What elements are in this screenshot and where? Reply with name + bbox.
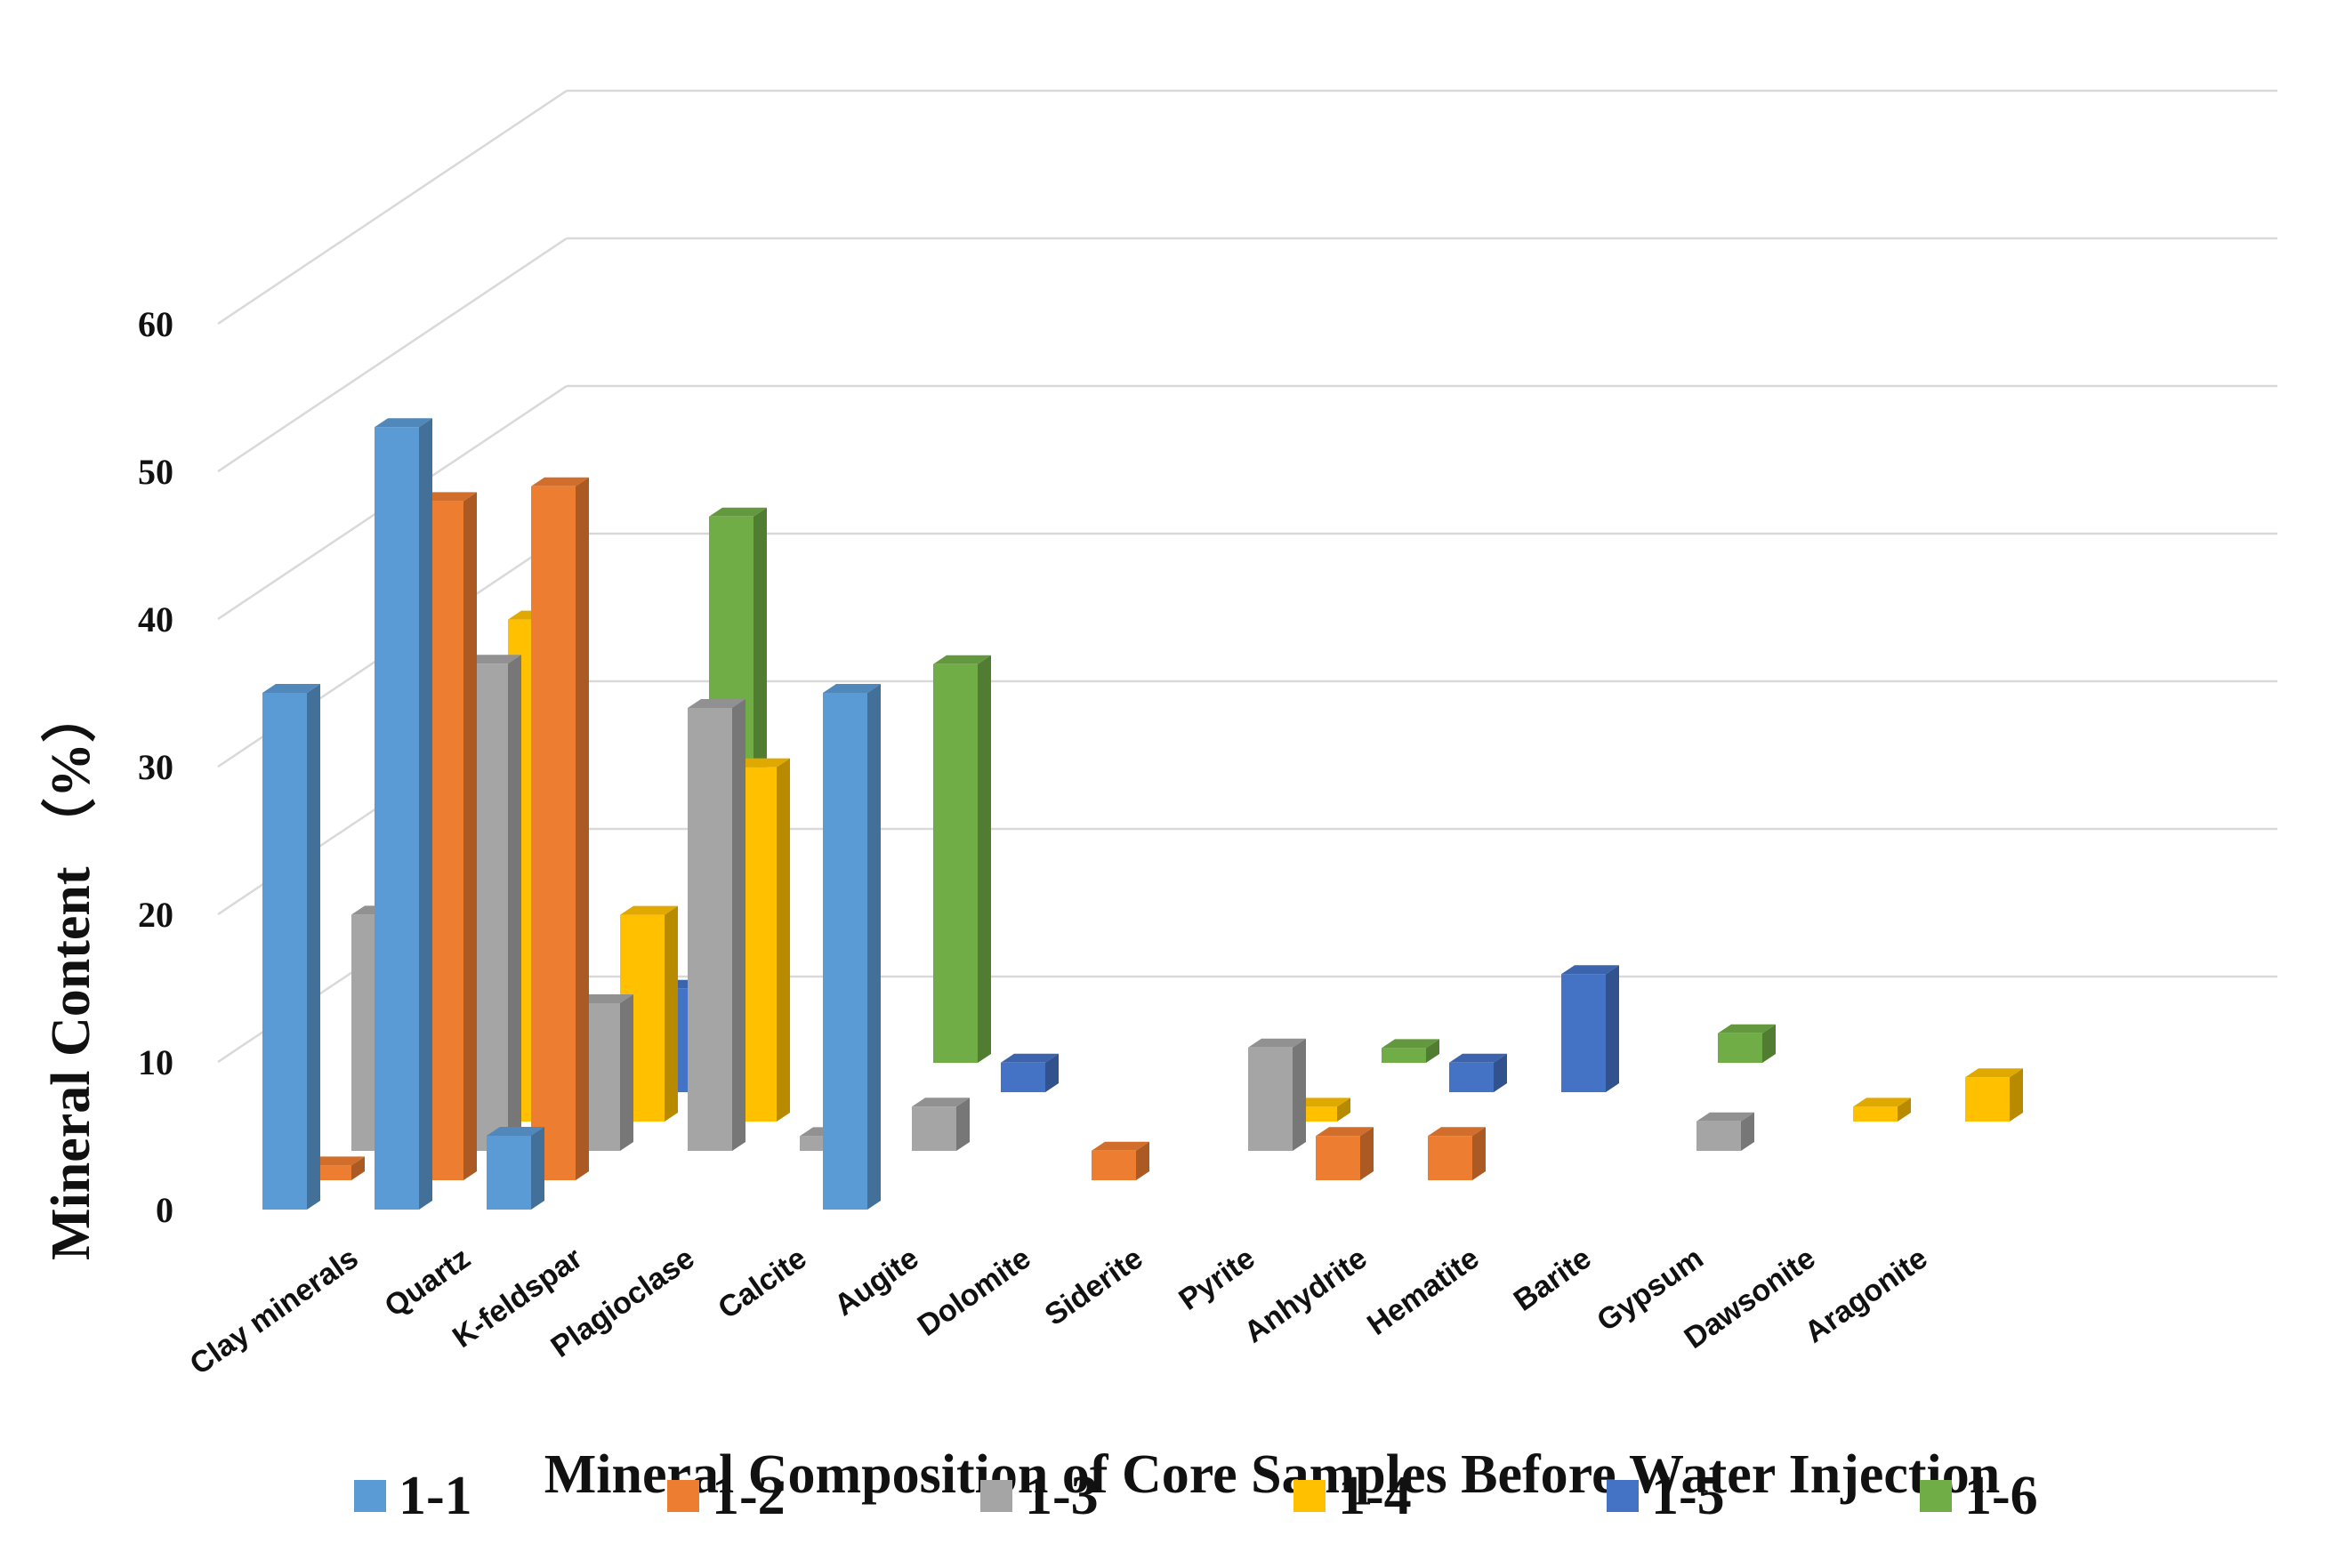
y-tick-label: 50: [138, 452, 173, 492]
legend-swatch: [667, 1480, 699, 1512]
bar-1-6-calcite: [933, 655, 991, 1063]
y-axis-ticks: 0 10 20 30 40 50 60: [138, 304, 173, 1230]
bar-1-1-k-feldspar: [487, 1127, 544, 1210]
legend-item-1-3: 1-3: [980, 1466, 1099, 1526]
chart-bars: [262, 418, 2023, 1210]
x-tick-label: Aragonite: [1799, 1241, 1934, 1349]
y-tick-label: 30: [138, 747, 173, 787]
bar-1-1-clay-minerals: [262, 684, 320, 1210]
x-tick-label: Anhydrite: [1238, 1241, 1374, 1349]
y-tick-label: 40: [138, 599, 173, 639]
y-tick-label: 20: [138, 895, 173, 935]
x-tick-label: Dolomite: [912, 1241, 1037, 1343]
x-axis-ticks: Clay minerals QuartzK-feldsparPlagioclase…: [184, 1241, 1934, 1381]
legend-item-1-6: 1-6: [1920, 1466, 2038, 1526]
x-tick-label: Calcite: [712, 1241, 812, 1325]
bar-1-6-pyrite: [1382, 1039, 1439, 1063]
x-tick-label: Clay minerals: [184, 1241, 365, 1381]
bar-1-5-anhydrite: [1449, 1053, 1507, 1092]
y-tick-label: 0: [156, 1190, 173, 1230]
bar-1-5-hematite: [1561, 965, 1619, 1092]
bar-1-5-augite: [1001, 1053, 1059, 1092]
legend-label: 1-4: [1338, 1466, 1412, 1526]
legend-item-1-4: 1-4: [1293, 1466, 1412, 1526]
x-tick-label: Pyrite: [1173, 1241, 1261, 1316]
bar-1-2-siderite: [1092, 1141, 1149, 1180]
legend-item-1-5: 1-5: [1607, 1466, 1725, 1526]
bar-1-1-augite: [823, 684, 881, 1210]
legend-item-1-2: 1-2: [667, 1466, 786, 1526]
x-tick-label: Quartz: [379, 1241, 477, 1323]
legend-swatch: [1920, 1480, 1952, 1512]
legend-swatch: [354, 1480, 386, 1512]
legend-label: 1-6: [1964, 1466, 2038, 1526]
legend-label: 1-3: [1025, 1466, 1099, 1526]
bar-1-2-k-feldspar: [531, 477, 589, 1180]
gridline-side: [217, 237, 568, 473]
gridline-side: [217, 89, 568, 326]
bar-1-2-hematite: [1428, 1127, 1486, 1180]
chart-legend: 1-1 1-2 1-3 1-4 1-5 1-6: [354, 1466, 2038, 1526]
bar-1-6-barite: [1718, 1024, 1776, 1063]
y-axis-label: Mineral Content （%）: [39, 688, 101, 1260]
legend-label: 1-1: [399, 1466, 472, 1526]
x-tick-label: Augite: [828, 1241, 924, 1323]
legend-label: 1-2: [712, 1466, 786, 1526]
bar-1-3-plagioclase: [688, 699, 745, 1151]
legend-swatch: [980, 1480, 1012, 1512]
bar-1-1-quartz: [375, 418, 432, 1210]
bar-1-3-gypsum: [1696, 1112, 1754, 1151]
y-tick-label: 10: [138, 1042, 173, 1082]
x-axis-label: Mineral Composition of Core Samples Befo…: [544, 1444, 2001, 1505]
legend-label: 1-5: [1651, 1466, 1725, 1526]
bar-1-4-dawsonite: [1853, 1098, 1911, 1122]
x-tick-label: Barite: [1508, 1241, 1598, 1317]
legend-item-1-1: 1-1: [354, 1466, 472, 1526]
bar-1-3-augite: [912, 1098, 970, 1151]
legend-swatch: [1293, 1480, 1326, 1512]
x-tick-label: Siderite: [1039, 1241, 1149, 1332]
y-tick-label: 60: [138, 304, 173, 344]
x-tick-label: Hematite: [1361, 1241, 1485, 1341]
bar-1-2-anhydrite: [1316, 1127, 1374, 1180]
legend-swatch: [1607, 1480, 1639, 1512]
bar-1-4-aragonite: [1965, 1068, 2023, 1122]
bar-1-3-pyrite: [1248, 1038, 1306, 1151]
